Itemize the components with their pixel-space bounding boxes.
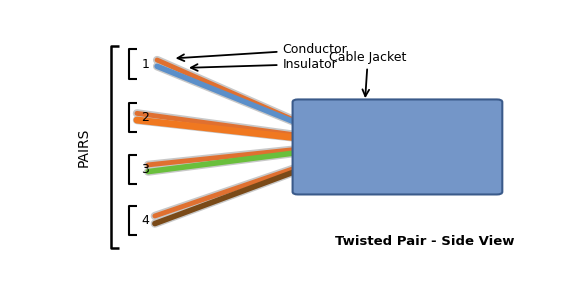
Text: 1: 1 — [141, 58, 149, 70]
Text: Insulator: Insulator — [191, 58, 337, 71]
FancyBboxPatch shape — [293, 100, 503, 194]
Text: Twisted Pair - Side View: Twisted Pair - Side View — [335, 235, 515, 248]
Text: 4: 4 — [141, 214, 149, 227]
Text: PAIRS: PAIRS — [77, 127, 91, 167]
Text: 2: 2 — [141, 111, 149, 124]
Text: Cable Jacket: Cable Jacket — [329, 51, 407, 96]
Text: 3: 3 — [141, 163, 149, 176]
Text: Conductor: Conductor — [178, 43, 347, 61]
